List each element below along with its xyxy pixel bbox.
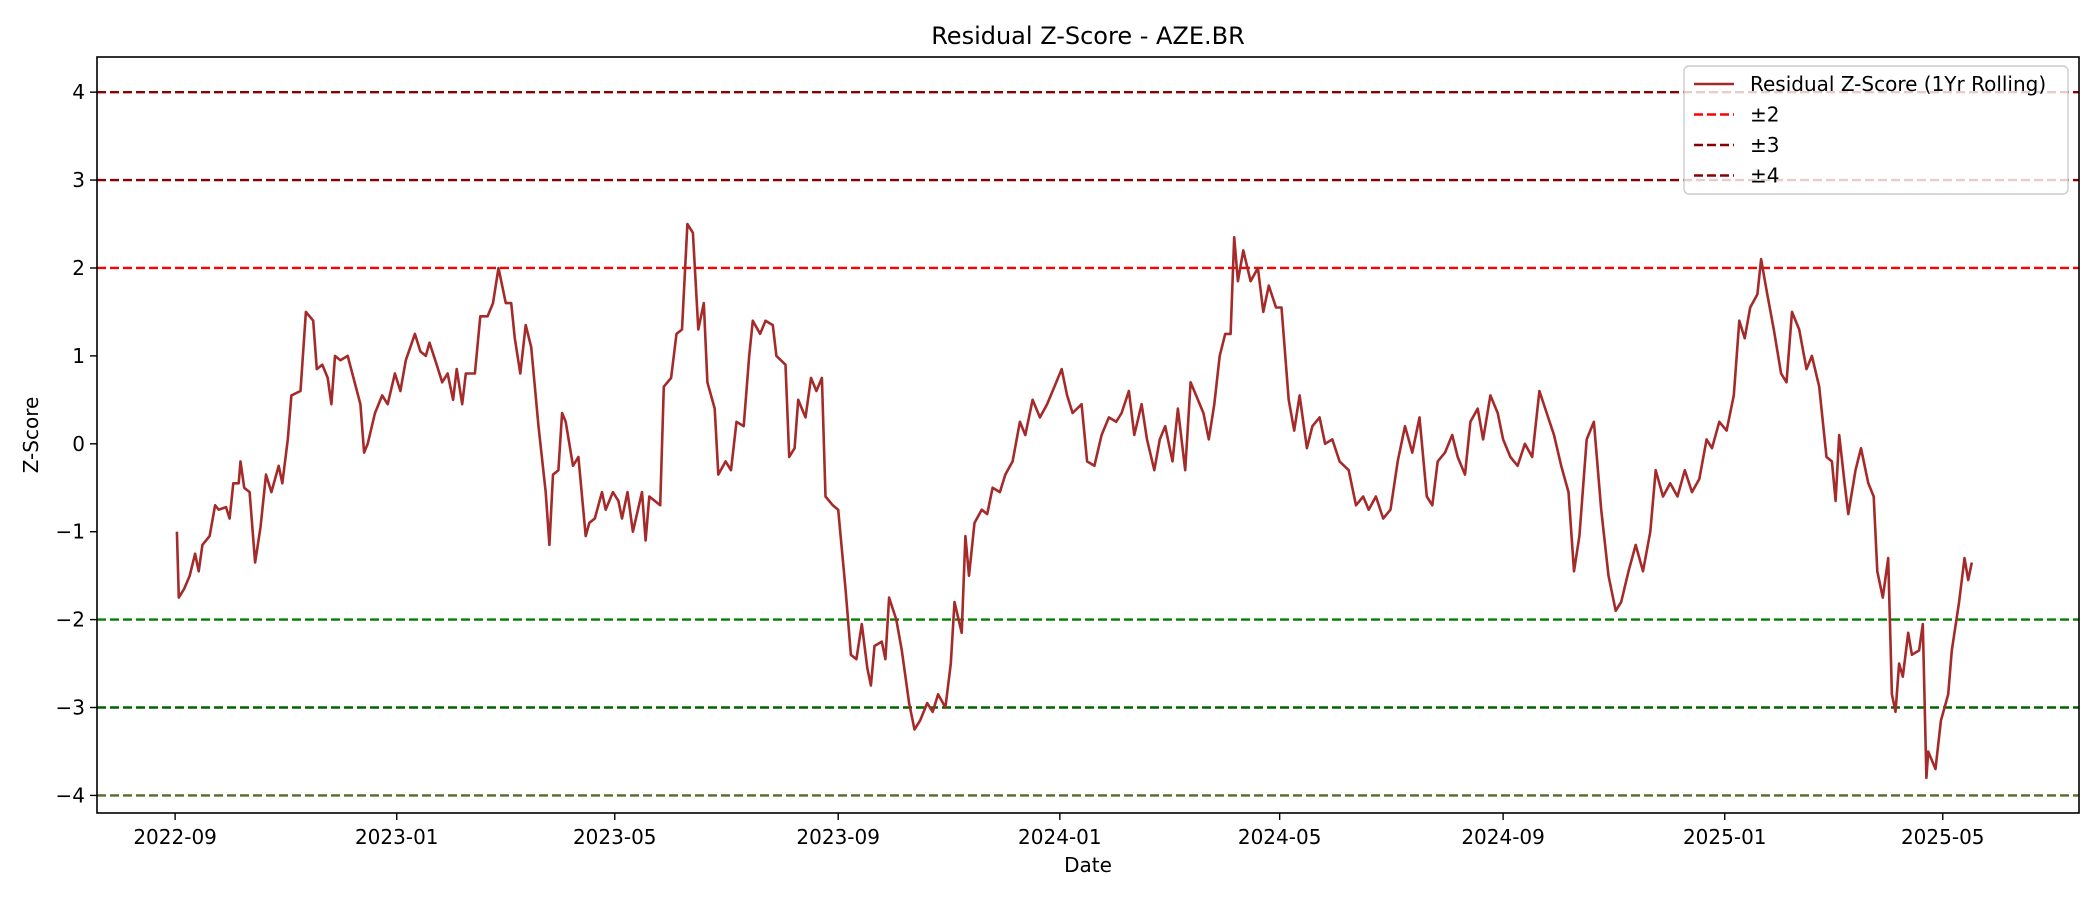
x-tick-label-8: 2025-05 <box>1901 825 1985 849</box>
y-tick-label-3: 1 <box>72 344 85 368</box>
x-tick-label-4: 2024-01 <box>1018 825 1102 849</box>
series-line-0 <box>175 222 1974 780</box>
y-axis-label: Z-Score <box>19 397 43 474</box>
x-axis-ticks: 2022-09 2023-01 2023-05 2023-09 2024-01 2024-… <box>133 813 1985 849</box>
x-tick-label-0: 2022-09 <box>133 825 217 849</box>
y-tick-label-7: −3 <box>56 696 85 720</box>
legend: Residual Z-Score (1Yr Rolling) ±2 ±3 ±4 <box>1683 65 2069 195</box>
x-tick-label-3: 2023-09 <box>796 825 880 849</box>
reference-lines <box>97 90 2079 797</box>
x-tick-label-5: 2024-05 <box>1238 825 1322 849</box>
legend-label-3: ±4 <box>1750 164 1779 188</box>
x-axis-label: Date <box>1064 853 1112 877</box>
x-tick-label-1: 2023-01 <box>355 825 439 849</box>
y-tick-label-5: −1 <box>56 520 85 544</box>
x-tick-label-2: 2023-05 <box>573 825 657 849</box>
y-tick-label-6: −2 <box>56 608 85 632</box>
y-tick-label-0: 4 <box>72 80 85 104</box>
legend-label-2: ±3 <box>1750 133 1779 157</box>
y-tick-label-1: 3 <box>72 168 85 192</box>
y-axis-ticks: 4 3 2 1 0 −1 −2 −3 −4 <box>56 80 97 807</box>
y-tick-label-8: −4 <box>56 783 85 807</box>
legend-box <box>1683 65 2069 195</box>
series-layer <box>175 222 1974 780</box>
legend-label-0: Residual Z-Score (1Yr Rolling) <box>1750 72 2046 96</box>
legend-label-1: ±2 <box>1750 103 1779 127</box>
y-tick-label-4: 0 <box>72 432 85 456</box>
y-tick-label-2: 2 <box>72 256 85 280</box>
plot-frame <box>96 56 2080 814</box>
chart-title: Residual Z-Score - AZE.BR <box>931 22 1245 50</box>
x-tick-label-7: 2025-01 <box>1683 825 1767 849</box>
x-tick-label-6: 2024-09 <box>1461 825 1545 849</box>
